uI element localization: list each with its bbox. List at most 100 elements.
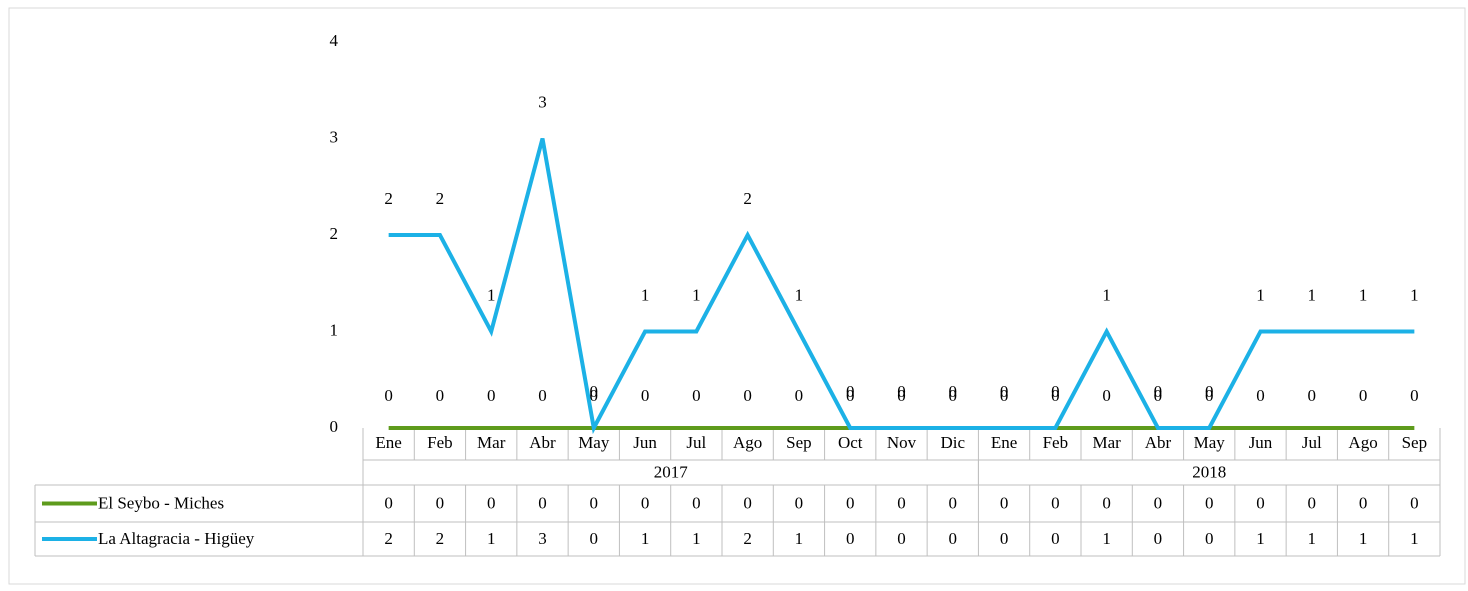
table-value: 0 — [436, 493, 445, 512]
data-label: 0 — [949, 386, 958, 405]
table-value: 1 — [1102, 529, 1111, 548]
data-label: 0 — [1154, 386, 1163, 405]
group-label: 2017 — [654, 462, 689, 481]
table-value: 0 — [590, 493, 599, 512]
table-value: 0 — [487, 493, 496, 512]
data-label: 0 — [846, 386, 855, 405]
table-value: 1 — [1308, 529, 1317, 548]
data-label: 1 — [487, 285, 496, 304]
data-label: 0 — [1205, 382, 1214, 401]
table-value: 0 — [1256, 493, 1265, 512]
data-label: 0 — [743, 386, 752, 405]
data-label: 0 — [949, 382, 958, 401]
y-tick-label: 2 — [330, 224, 339, 243]
x-tick-label: May — [1194, 433, 1226, 452]
data-label: 0 — [641, 386, 650, 405]
table-value: 0 — [384, 493, 393, 512]
table-value: 1 — [795, 529, 804, 548]
table-value: 0 — [1051, 493, 1060, 512]
data-label: 0 — [1410, 386, 1419, 405]
data-label: 1 — [1359, 285, 1368, 304]
data-label: 1 — [692, 285, 701, 304]
x-tick-label: Ene — [991, 433, 1017, 452]
x-tick-label: Ago — [733, 433, 762, 452]
data-label: 0 — [1359, 386, 1368, 405]
data-label: 2 — [436, 189, 445, 208]
data-label: 1 — [1308, 285, 1317, 304]
data-label: 0 — [538, 386, 547, 405]
y-tick-label: 0 — [330, 417, 339, 436]
table-value: 0 — [1154, 493, 1163, 512]
data-label: 0 — [590, 382, 599, 401]
table-value: 0 — [1154, 529, 1163, 548]
table-value: 0 — [1051, 529, 1060, 548]
data-label: 1 — [795, 285, 804, 304]
data-label: 0 — [1256, 386, 1265, 405]
table-value: 1 — [1256, 529, 1265, 548]
table-value: 2 — [743, 529, 752, 548]
legend-label: La Altagracia - Higüey — [98, 529, 255, 548]
table-value: 0 — [743, 493, 752, 512]
table-value: 0 — [795, 493, 804, 512]
table-value: 0 — [846, 493, 855, 512]
x-tick-label: Oct — [838, 433, 863, 452]
x-tick-label: Jul — [1302, 433, 1322, 452]
data-label: 1 — [641, 285, 650, 304]
data-label: 0 — [1205, 386, 1214, 405]
table-value: 1 — [1410, 529, 1419, 548]
x-tick-label: Jul — [686, 433, 706, 452]
table-value: 0 — [897, 529, 906, 548]
data-label: 0 — [1051, 386, 1060, 405]
data-label: 0 — [590, 386, 599, 405]
table-value: 1 — [641, 529, 650, 548]
table-value: 1 — [1359, 529, 1368, 548]
table-value: 0 — [949, 493, 958, 512]
x-tick-label: Ene — [375, 433, 401, 452]
table-value: 1 — [487, 529, 496, 548]
y-tick-label: 1 — [330, 320, 339, 339]
y-tick-label: 4 — [330, 31, 339, 50]
x-tick-label: Jun — [1249, 433, 1273, 452]
legend-label: El Seybo - Miches — [98, 493, 224, 512]
data-label: 0 — [1000, 382, 1009, 401]
x-tick-label: Nov — [887, 433, 917, 452]
table-value: 0 — [949, 529, 958, 548]
table-value: 0 — [1205, 529, 1214, 548]
table-value: 0 — [1000, 529, 1009, 548]
data-label: 3 — [538, 92, 547, 111]
table-value: 0 — [846, 529, 855, 548]
table-value: 0 — [641, 493, 650, 512]
x-tick-label: Sep — [786, 433, 812, 452]
x-tick-label: Mar — [1092, 433, 1121, 452]
data-label: 0 — [487, 386, 496, 405]
chart-frame — [8, 7, 1466, 585]
series-line — [388, 137, 1415, 435]
data-label: 0 — [846, 382, 855, 401]
table-value: 0 — [1205, 493, 1214, 512]
data-label: 0 — [897, 386, 906, 405]
data-label: 1 — [1410, 285, 1419, 304]
x-tick-label: Feb — [1043, 433, 1069, 452]
table-value: 0 — [1410, 493, 1419, 512]
table-value: 2 — [436, 529, 445, 548]
table-value: 0 — [538, 493, 547, 512]
table-value: 1 — [692, 529, 701, 548]
x-tick-label: Sep — [1402, 433, 1428, 452]
table-value: 3 — [538, 529, 547, 548]
table-value: 2 — [384, 529, 393, 548]
data-label: 0 — [1154, 382, 1163, 401]
table-value: 0 — [590, 529, 599, 548]
table-value: 0 — [1102, 493, 1111, 512]
table-value: 0 — [1308, 493, 1317, 512]
table-value: 0 — [897, 493, 906, 512]
group-label: 2018 — [1192, 462, 1226, 481]
x-tick-label: Jun — [633, 433, 657, 452]
x-tick-label: May — [578, 433, 610, 452]
x-tick-label: Ago — [1348, 433, 1377, 452]
data-label: 0 — [1102, 386, 1111, 405]
x-tick-label: Abr — [1145, 433, 1172, 452]
data-label: 2 — [743, 189, 752, 208]
table-value: 0 — [1359, 493, 1368, 512]
data-label: 0 — [1308, 386, 1317, 405]
